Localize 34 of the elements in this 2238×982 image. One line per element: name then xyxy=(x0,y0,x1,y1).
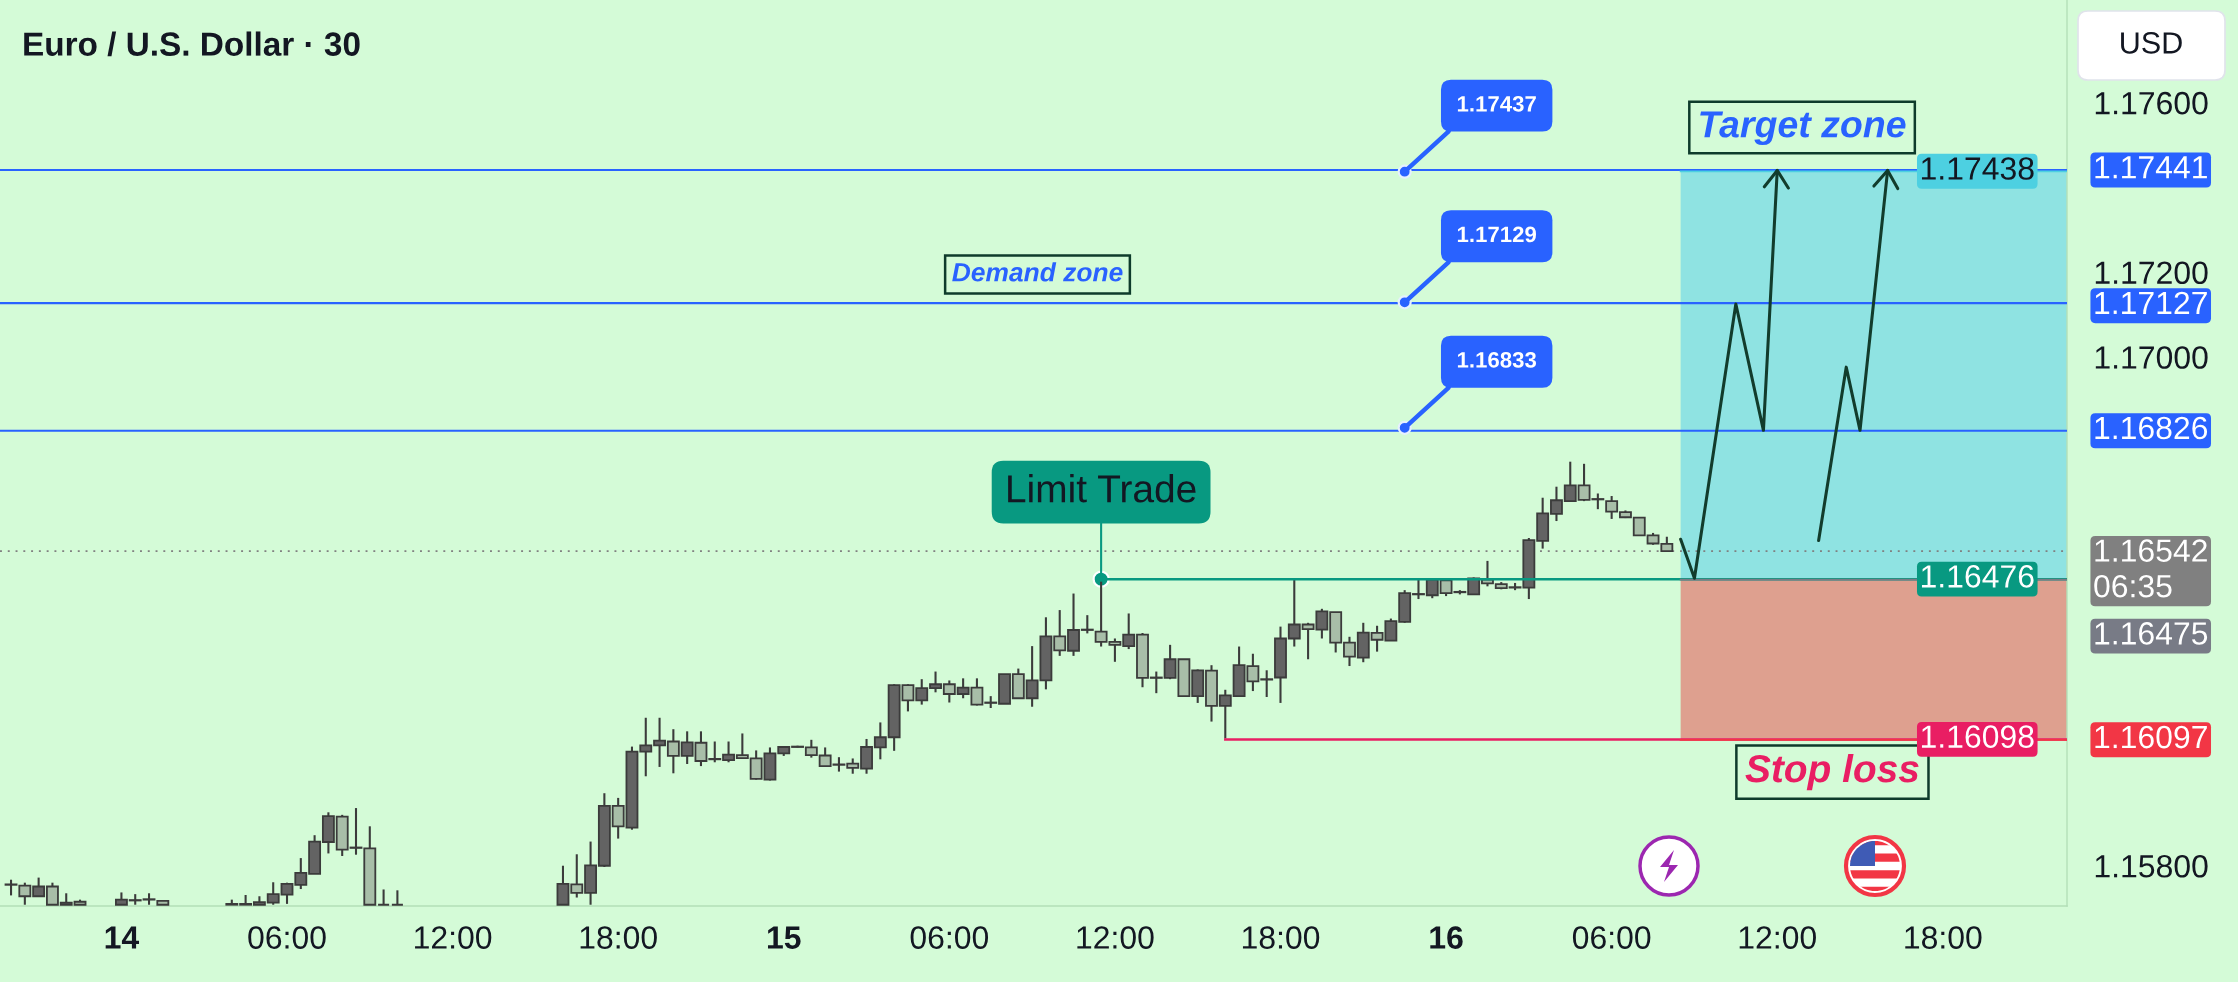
x-tick-label: 16 xyxy=(1430,926,1463,949)
x-tick-label: 06:00 xyxy=(1572,926,1651,949)
x-tick-label: 18:00 xyxy=(1905,926,1982,949)
ref-line-label: 1.17438 xyxy=(1921,157,2034,180)
annotation: Limit Trade xyxy=(1008,474,1196,503)
annotation: 1.16833 xyxy=(1457,352,1537,368)
x-tick-label: 18:00 xyxy=(580,926,657,949)
annotation: 1.17437 xyxy=(1457,95,1536,112)
ref-line-label: 1.16475 xyxy=(2095,622,2208,645)
annotation: 1.17129 xyxy=(1457,226,1537,243)
x-tick-label: 12:00 xyxy=(1077,926,1154,949)
y-tick-label: 1.17200 xyxy=(2095,261,2208,285)
ref-line-label: 1.16097 xyxy=(2095,725,2207,749)
y-tick-label: 1.17000 xyxy=(2095,346,2208,369)
annotation: Demand zone xyxy=(952,262,1123,282)
ref-line-label: 1.17441 xyxy=(2095,156,2207,179)
x-tick-label: 12:00 xyxy=(415,926,492,949)
y-tick-label: 1.15800 xyxy=(2095,854,2208,878)
x-tick-label: 14 xyxy=(105,926,140,949)
x-tick-label: 18:00 xyxy=(1242,926,1320,949)
x-tick-label: 12:00 xyxy=(1739,926,1816,949)
x-tick-label: 15 xyxy=(768,926,801,949)
y-tick-label: 1.17600 xyxy=(2095,91,2208,115)
ref-line-label: 1.17127 xyxy=(2095,291,2207,314)
ref-line-label: 1.16826 xyxy=(2095,416,2208,440)
ref-line-label: 1.16542 06:35 xyxy=(2094,539,2207,598)
y-axis-title: USD xyxy=(2121,32,2182,54)
x-tick-label: 06:00 xyxy=(910,926,989,949)
x-tick-label: 06:00 xyxy=(248,926,326,949)
series-label: 1.16476 xyxy=(1921,565,2034,588)
text: Euro / U.S. Dollar · 30 xyxy=(24,31,360,57)
series-label: 1.16098 xyxy=(1921,725,2034,748)
annotation: Target zone xyxy=(1700,111,1906,146)
annotation: Stop loss xyxy=(1745,753,1919,791)
